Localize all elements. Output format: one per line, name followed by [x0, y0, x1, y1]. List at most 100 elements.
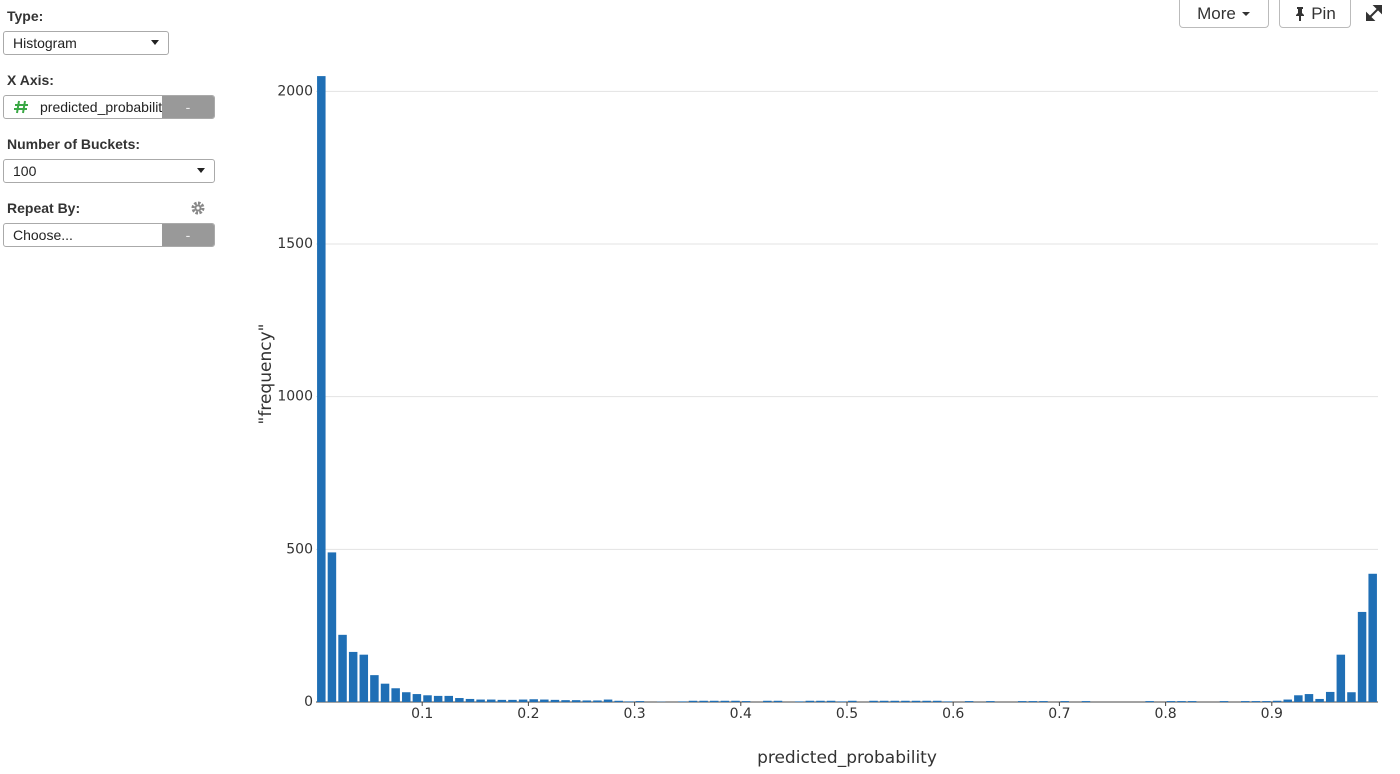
x-tick-label: 0.7 — [1048, 706, 1070, 722]
expand-icon[interactable] — [1365, 4, 1383, 22]
bar — [710, 700, 719, 702]
remove-button[interactable]: - — [162, 224, 214, 246]
y-axis-title: "frequency" — [256, 324, 276, 425]
bar — [603, 699, 613, 702]
bar — [1304, 694, 1314, 702]
numeric-icon — [14, 100, 28, 114]
bar — [593, 700, 602, 702]
settings-icon[interactable] — [190, 200, 206, 216]
bar — [1241, 701, 1250, 702]
bar — [986, 701, 995, 702]
x-axis-title: predicted_probability — [757, 748, 937, 768]
bar — [1272, 700, 1282, 702]
bar — [816, 700, 825, 702]
caret — [197, 168, 205, 173]
type-label: Type: — [7, 8, 44, 24]
bar — [518, 699, 528, 702]
buckets-select[interactable]: 100 — [3, 159, 215, 183]
pin-text: Pin — [1311, 3, 1336, 23]
bar — [890, 700, 900, 702]
bar — [338, 634, 347, 702]
bar — [741, 701, 751, 702]
y-tick-label: 500 — [286, 541, 313, 557]
bar — [763, 700, 772, 702]
bar — [1187, 701, 1197, 702]
bar — [1357, 611, 1367, 702]
bar — [561, 700, 570, 702]
bar — [614, 700, 623, 702]
bar — [837, 701, 846, 702]
bar — [1166, 701, 1176, 702]
bar — [1294, 695, 1303, 702]
bar — [794, 701, 804, 702]
x-tick-label: 0.2 — [517, 706, 539, 722]
y-tick-label: 1000 — [277, 389, 313, 405]
caret — [151, 40, 159, 45]
bar — [476, 699, 485, 702]
bar — [1145, 701, 1154, 702]
bar — [869, 700, 878, 702]
x-tick-label: 0.5 — [836, 706, 858, 722]
bar — [529, 699, 538, 702]
bar — [1283, 699, 1292, 702]
bar — [773, 700, 783, 702]
bar — [497, 699, 507, 702]
x-tick-label: 0.4 — [730, 706, 752, 722]
bar — [901, 700, 910, 702]
bar — [911, 700, 921, 702]
repeat-label: Repeat By: — [7, 200, 81, 216]
x-axis-value: predicted_probability — [40, 99, 162, 115]
bar — [1336, 654, 1346, 702]
bar — [327, 552, 337, 702]
pin-button[interactable]: Pin — [1279, 0, 1351, 28]
y-tick-label: 0 — [304, 694, 313, 710]
bar — [922, 700, 931, 702]
bar — [943, 701, 953, 702]
bar — [571, 700, 581, 702]
more-button[interactable]: More — [1179, 0, 1269, 28]
bar — [433, 695, 443, 702]
bar — [720, 700, 730, 702]
bar — [1060, 701, 1069, 702]
repeat-value: Choose... — [13, 227, 73, 243]
more-text: More — [1197, 3, 1236, 23]
bar — [1368, 573, 1377, 702]
bar — [933, 700, 942, 702]
bar — [805, 700, 815, 702]
bar — [1017, 701, 1027, 702]
bar — [826, 700, 836, 702]
bar — [444, 695, 453, 702]
caret — [1241, 11, 1250, 16]
bar — [412, 694, 422, 702]
bar — [625, 701, 634, 702]
repeat-field[interactable]: Choose... - — [3, 223, 215, 247]
bar — [1177, 701, 1186, 702]
x-axis-field[interactable]: predicted_probability - — [3, 95, 215, 119]
bar — [1347, 692, 1356, 702]
bar — [380, 683, 390, 702]
type-value: Histogram — [13, 35, 77, 51]
bar — [359, 654, 369, 702]
buckets-label: Number of Buckets: — [7, 136, 141, 152]
buckets-value: 100 — [13, 163, 37, 179]
remove-button[interactable]: - — [162, 96, 214, 118]
bar — [540, 699, 549, 702]
x-tick-label: 0.8 — [1154, 706, 1176, 722]
bar — [1325, 691, 1335, 702]
bar — [1262, 701, 1271, 702]
bar — [688, 700, 698, 702]
bar — [731, 700, 740, 702]
bar — [465, 698, 475, 702]
x-tick-label: 0.1 — [411, 706, 433, 722]
bar — [391, 688, 400, 702]
bar — [582, 700, 592, 702]
bar — [1315, 698, 1324, 702]
bar — [635, 701, 645, 702]
x-tick-label: 0.6 — [942, 706, 964, 722]
bar — [699, 700, 708, 702]
bar — [1039, 701, 1048, 702]
pin-icon — [1296, 6, 1305, 21]
type-select[interactable]: Histogram — [3, 31, 169, 55]
